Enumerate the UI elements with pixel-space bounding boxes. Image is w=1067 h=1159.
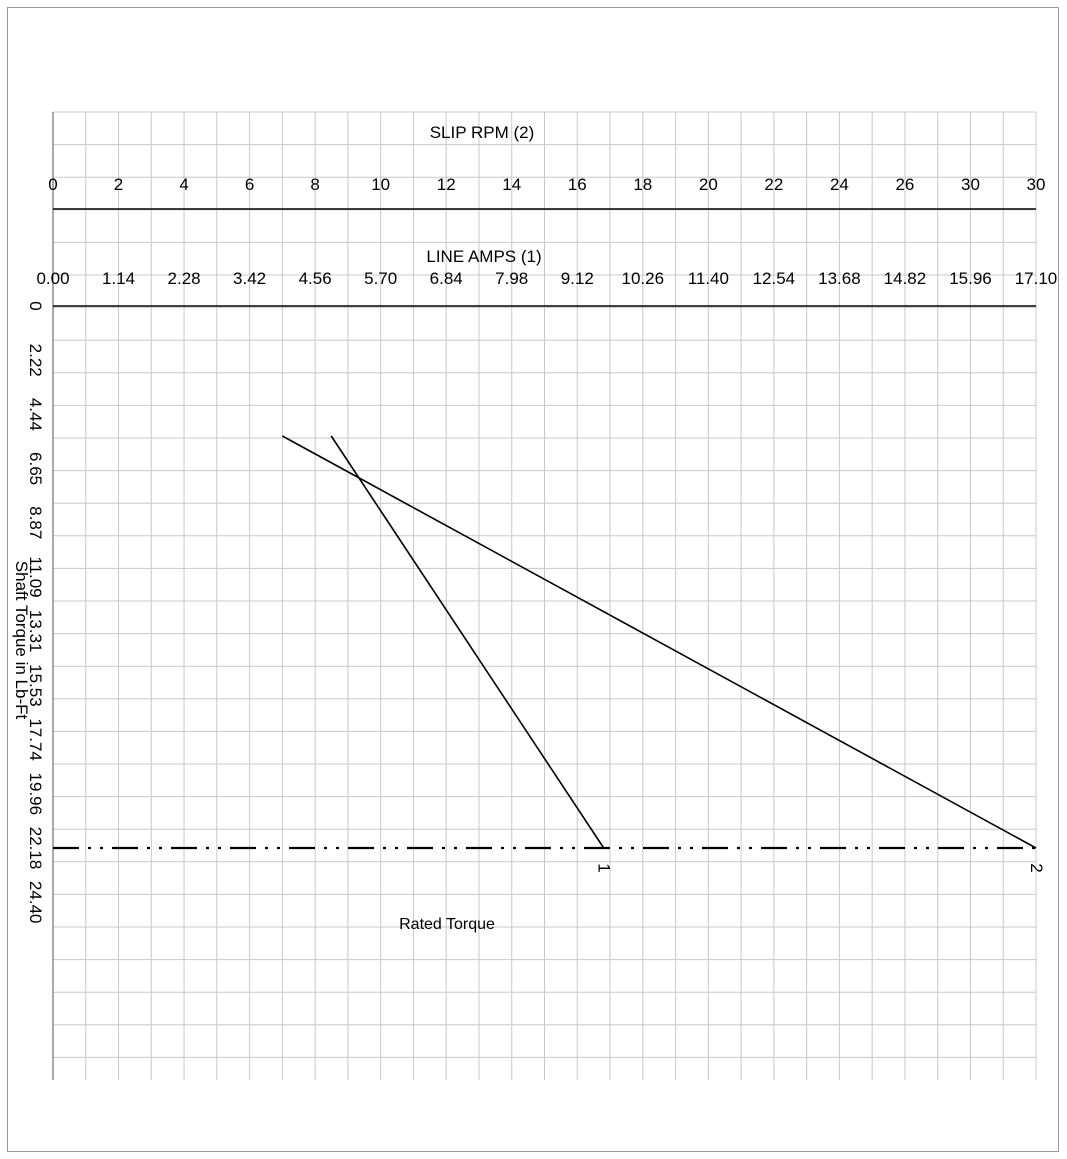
series-end-label: 1: [595, 863, 614, 872]
amps-tick-label: 10.26: [622, 269, 665, 288]
torque-tick-label: 19.96: [26, 773, 45, 816]
torque-tick-label: 13.31: [26, 610, 45, 653]
torque-tick-label: 22.18: [26, 827, 45, 870]
amps-tick-label: 5.70: [364, 269, 397, 288]
series-line: [330, 435, 605, 849]
slip-tick-label: 4: [179, 175, 188, 194]
slip-tick-label: 2: [114, 175, 123, 194]
slip-tick-label: 16: [568, 175, 587, 194]
torque-tick-label: 6.65: [26, 452, 45, 485]
torque-tick-label: 2.22: [26, 344, 45, 377]
torque-axis-title: Shaft Torque in Lb-Ft: [12, 561, 31, 720]
slip-tick-label: 24: [830, 175, 849, 194]
chart-frame: [7, 7, 1059, 1152]
amps-tick-label: 15.96: [949, 269, 992, 288]
amps-tick-label: 13.68: [818, 269, 861, 288]
slip-tick-label: 30: [961, 175, 980, 194]
rated-torque-label: Rated Torque: [399, 916, 495, 933]
slip-axis-title: SLIP RPM (2): [430, 123, 535, 142]
amps-tick-label: 7.98: [495, 269, 528, 288]
slip-tick-label: 22: [764, 175, 783, 194]
amps-tick-label: 1.14: [102, 269, 135, 288]
amps-tick-label: 9.12: [561, 269, 594, 288]
amps-tick-label: 11.40: [688, 269, 729, 288]
slip-tick-label: 6: [245, 175, 254, 194]
amps-tick-label: 0.00: [36, 269, 69, 288]
amps-tick-label: 2.28: [168, 269, 201, 288]
slip-tick-label: 0: [48, 175, 57, 194]
grid: [52, 111, 1037, 1080]
slip-tick-label: 10: [371, 175, 390, 194]
slip-tick-label: 30: [1027, 175, 1046, 194]
amps-tick-label: 4.56: [299, 269, 332, 288]
torque-tick-label: 0: [26, 301, 45, 310]
slip-tick-label: 8: [310, 175, 319, 194]
slip-tick-label: 20: [699, 175, 718, 194]
tick-labels: 0 2 4 6 8 10 12 14 16 18 20 22 24 26 30 300.00 1.14 2.28 3…: [26, 175, 1057, 923]
amps-tick-label: 6.84: [430, 269, 463, 288]
torque-tick-label: 4.44: [26, 398, 45, 431]
series-end-label: 2: [1027, 863, 1046, 872]
axes: [52, 112, 1036, 1080]
slip-tick-label: 18: [633, 175, 652, 194]
slip-tick-label: 26: [895, 175, 914, 194]
torque-tick-label: 11.09: [26, 556, 45, 597]
series-line: [281, 435, 1037, 849]
torque-tick-label: 17.74: [26, 718, 45, 761]
slip-tick-label: 12: [437, 175, 456, 194]
torque-tick-label: 24.40: [26, 881, 45, 924]
amps-tick-label: 12.54: [753, 269, 796, 288]
amps-tick-label: 14.82: [884, 269, 927, 288]
torque-tick-label: 15.53: [26, 664, 45, 707]
amps-tick-label: 17.10: [1015, 269, 1058, 288]
amps-tick-label: 3.42: [233, 269, 266, 288]
amps-axis-title: LINE AMPS (1): [426, 247, 541, 266]
slip-tick-label: 14: [502, 175, 521, 194]
torque-tick-label: 8.87: [26, 506, 45, 539]
